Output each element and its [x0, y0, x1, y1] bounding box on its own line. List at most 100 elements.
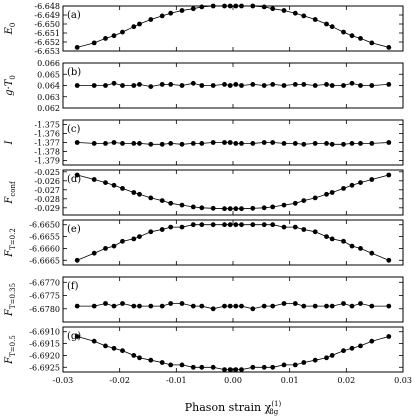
data-point — [199, 4, 205, 10]
data-point — [233, 367, 239, 372]
data-point — [148, 357, 154, 363]
y-axis-label: Fconf — [4, 180, 17, 205]
data-point — [131, 353, 137, 358]
data-point — [137, 82, 142, 87]
x-tick-label: -0.01 — [166, 376, 187, 385]
x-axis-label-sub: 8g — [269, 408, 278, 416]
data-point — [199, 205, 205, 211]
data-point — [168, 141, 174, 146]
data-point — [301, 82, 307, 87]
data-point — [386, 303, 392, 309]
series-line — [77, 174, 389, 210]
y-tick-label: 0.062 — [37, 104, 60, 113]
data-point — [103, 83, 108, 88]
data-point — [281, 141, 287, 146]
data-point — [312, 229, 318, 235]
data-point — [168, 200, 174, 206]
data-point — [222, 222, 227, 228]
data-point — [222, 3, 227, 9]
data-point — [349, 243, 355, 249]
data-point — [103, 36, 108, 41]
data-point — [103, 246, 108, 251]
data-point — [199, 141, 205, 146]
data-point — [120, 29, 125, 35]
data-point — [270, 364, 276, 370]
data-point — [261, 364, 267, 370]
data-point — [159, 198, 165, 204]
data-point — [386, 45, 392, 50]
data-point — [137, 234, 142, 240]
panel-label: (d) — [67, 174, 81, 185]
data-point — [329, 141, 335, 147]
data-point — [199, 364, 205, 370]
data-point — [329, 190, 335, 195]
data-point — [324, 21, 329, 27]
data-point — [190, 222, 196, 228]
data-point — [103, 180, 108, 186]
data-point — [222, 82, 227, 87]
data-point — [148, 141, 154, 147]
data-point — [168, 362, 174, 368]
data-point — [349, 303, 355, 309]
data-point — [227, 222, 233, 228]
y-tick-label: -6.6910 — [29, 328, 60, 337]
y-tick-label: -6.6925 — [29, 363, 60, 372]
data-point — [292, 82, 298, 87]
y-axis-label-sub: 0 — [9, 23, 17, 27]
data-point — [210, 205, 216, 211]
data-point — [369, 250, 375, 256]
data-point — [324, 141, 329, 146]
data-point — [111, 80, 117, 86]
y-axis-label: FT=0.35 — [4, 283, 17, 317]
data-point — [386, 257, 392, 263]
data-point — [74, 140, 80, 145]
y-tick-label: -1.377 — [34, 139, 60, 148]
x-axis-label-main: Phason strain χ — [185, 401, 272, 414]
data-point — [261, 205, 267, 211]
data-point — [324, 234, 329, 240]
data-point — [168, 10, 174, 16]
panel-2: -1.375-1.376-1.377-1.378-1.379 (c) I — [4, 119, 404, 166]
data-point — [159, 227, 165, 232]
panel-frame — [62, 169, 404, 216]
data-point — [369, 83, 375, 88]
data-point — [250, 82, 256, 87]
data-point — [120, 238, 125, 244]
data-point — [131, 24, 137, 30]
data-point — [292, 362, 298, 368]
data-point — [199, 83, 205, 88]
data-point — [91, 338, 97, 344]
y-axis-label-sub: T=0.2 — [9, 228, 17, 250]
data-point — [270, 82, 276, 87]
x-tick-label: 0.02 — [337, 376, 355, 385]
data-point — [329, 353, 335, 358]
data-point — [159, 141, 165, 147]
y-axis-label-sub: conf — [9, 180, 17, 197]
data-point — [261, 4, 267, 10]
data-point — [190, 6, 196, 12]
data-point — [168, 301, 174, 306]
y-axis-label-main: g·T — [4, 78, 15, 96]
data-point — [199, 222, 205, 228]
y-axis-label-sub: T=0.5 — [9, 335, 17, 357]
data-point — [261, 222, 267, 228]
data-point — [131, 236, 137, 242]
data-point — [74, 257, 80, 263]
data-point — [324, 355, 329, 361]
data-point — [301, 227, 307, 232]
data-point — [137, 21, 142, 27]
data-point — [239, 367, 244, 372]
panel-frame — [62, 5, 404, 52]
data-point — [91, 141, 97, 146]
data-point — [386, 140, 392, 145]
panel-label: (f) — [67, 281, 79, 292]
data-point — [222, 140, 227, 145]
data-point — [210, 306, 216, 312]
data-point — [292, 141, 298, 146]
y-tick-label: -6.6655 — [29, 233, 60, 242]
data-point — [281, 301, 287, 306]
data-point — [227, 303, 233, 309]
panel-1: 0.066 0.065 0.064 0.063 0.062 (b) g·T0 — [4, 59, 404, 113]
data-point — [239, 83, 244, 88]
data-point — [111, 243, 117, 249]
